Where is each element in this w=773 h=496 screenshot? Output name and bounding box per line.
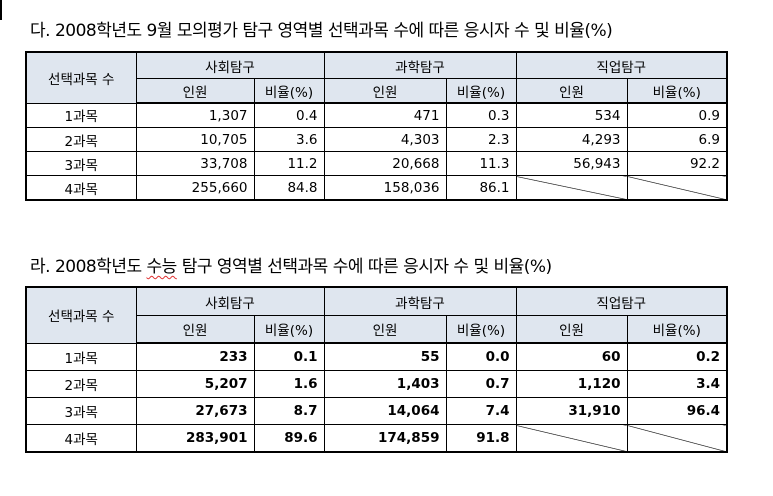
table1-subheader: 인원 bbox=[515, 78, 628, 104]
table-cell: 33,708 bbox=[135, 151, 255, 176]
table2-title-suffix: 탐구 영역별 선택과목 수에 따른 응시자 수 및 비율(%) bbox=[176, 257, 552, 277]
table2-group-header: 직업탐구 bbox=[515, 286, 728, 316]
table-cell: 1.6 bbox=[253, 370, 325, 398]
table-row: 4과목 283,901 89.6 174,859 91.8 bbox=[25, 424, 728, 453]
table1-corner-header: 선택과목 수 bbox=[25, 51, 137, 104]
table-cell: 0.9 bbox=[626, 102, 728, 128]
table-cell: 471 bbox=[323, 102, 447, 128]
empty-diagonal-cell bbox=[626, 175, 728, 201]
row-label: 1과목 bbox=[25, 102, 137, 128]
table-cell: 55 bbox=[323, 342, 447, 371]
table2-subheader: 인원 bbox=[135, 315, 255, 344]
table-row: 2과목 10,705 3.6 4,303 2.3 4,293 6.9 bbox=[25, 127, 728, 152]
table-cell: 174,859 bbox=[323, 424, 447, 453]
empty-diagonal-cell bbox=[515, 424, 628, 453]
table1-subheader: 비율(%) bbox=[253, 78, 325, 104]
table2-subheader: 비율(%) bbox=[253, 315, 325, 344]
table-cell: 84.8 bbox=[253, 175, 325, 201]
table2-group-header: 과학탐구 bbox=[323, 286, 517, 316]
table-cell: 158,036 bbox=[323, 175, 447, 201]
table-cell: 3.6 bbox=[253, 127, 325, 152]
table-row: 2과목 5,207 1.6 1,403 0.7 1,120 3.4 bbox=[25, 370, 728, 398]
table-cell: 4,303 bbox=[323, 127, 447, 152]
row-label: 3과목 bbox=[25, 151, 137, 176]
table-cell: 91.8 bbox=[445, 424, 517, 453]
row-label: 2과목 bbox=[25, 127, 137, 152]
table-cell: 0.7 bbox=[445, 370, 517, 398]
table1-group-header: 사회탐구 bbox=[135, 51, 325, 79]
table-cell: 6.9 bbox=[626, 127, 728, 152]
table-cell: 60 bbox=[515, 342, 628, 371]
table1-group-header: 과학탐구 bbox=[323, 51, 517, 79]
table-cell: 0.1 bbox=[253, 342, 325, 371]
row-label: 4과목 bbox=[25, 424, 137, 453]
table1-group-header: 직업탐구 bbox=[515, 51, 728, 79]
table2-group-header: 사회탐구 bbox=[135, 286, 325, 316]
table-cell: 233 bbox=[135, 342, 255, 371]
table1-subheader: 인원 bbox=[323, 78, 447, 104]
table-cell: 14,064 bbox=[323, 397, 447, 425]
table-cell: 11.2 bbox=[253, 151, 325, 176]
empty-diagonal-cell bbox=[515, 175, 628, 201]
table-cell: 8.7 bbox=[253, 397, 325, 425]
table2-subheader: 인원 bbox=[323, 315, 447, 344]
table2: 선택과목 수 사회탐구 과학탐구 직업탐구 인원 비율(%) 인원 비율(%) … bbox=[25, 286, 728, 453]
table-cell: 3.4 bbox=[626, 370, 728, 398]
table-cell: 255,660 bbox=[135, 175, 255, 201]
table-cell: 56,943 bbox=[515, 151, 628, 176]
table2-subheader: 비율(%) bbox=[626, 315, 728, 344]
table-row: 4과목 255,660 84.8 158,036 86.1 bbox=[25, 175, 728, 201]
table1-subheader: 비율(%) bbox=[445, 78, 517, 104]
table2-title-underlined: 수능 bbox=[146, 257, 178, 277]
table-cell: 534 bbox=[515, 102, 628, 128]
table-cell: 283,901 bbox=[135, 424, 255, 453]
table-cell: 0.3 bbox=[445, 102, 517, 128]
table-cell: 92.2 bbox=[626, 151, 728, 176]
table-row: 3과목 27,673 8.7 14,064 7.4 31,910 96.4 bbox=[25, 397, 728, 425]
table2-title-prefix: 라. 2008학년도 bbox=[30, 257, 147, 277]
table2-subheader: 비율(%) bbox=[445, 315, 517, 344]
table2-corner-header: 선택과목 수 bbox=[25, 286, 137, 344]
table-cell: 1,120 bbox=[515, 370, 628, 398]
table1: 선택과목 수 사회탐구 과학탐구 직업탐구 인원 비율(%) 인원 비율(%) … bbox=[25, 51, 728, 201]
table2-title: 라. 2008학년도 수능 탐구 영역별 선택과목 수에 따른 응시자 수 및 … bbox=[30, 252, 552, 277]
table-cell: 1,307 bbox=[135, 102, 255, 128]
table-row: 1과목 233 0.1 55 0.0 60 0.2 bbox=[25, 342, 728, 371]
table-cell: 2.3 bbox=[445, 127, 517, 152]
empty-diagonal-cell bbox=[626, 424, 728, 453]
table-cell: 0.0 bbox=[445, 342, 517, 371]
table1-subheader: 인원 bbox=[135, 78, 255, 104]
table-cell: 89.6 bbox=[253, 424, 325, 453]
table-cell: 0.2 bbox=[626, 342, 728, 371]
table-row: 3과목 33,708 11.2 20,668 11.3 56,943 92.2 bbox=[25, 151, 728, 176]
table2-subheader: 인원 bbox=[515, 315, 628, 344]
table-cell: 7.4 bbox=[445, 397, 517, 425]
table-cell: 11.3 bbox=[445, 151, 517, 176]
table-cell: 27,673 bbox=[135, 397, 255, 425]
table1-title: 다. 2008학년도 9월 모의평가 탐구 영역별 선택과목 수에 따른 응시자… bbox=[30, 21, 613, 41]
row-label: 1과목 bbox=[25, 342, 137, 371]
table-cell: 96.4 bbox=[626, 397, 728, 425]
row-label: 2과목 bbox=[25, 370, 137, 398]
row-label: 4과목 bbox=[25, 175, 137, 201]
table-cell: 4,293 bbox=[515, 127, 628, 152]
table-cell: 0.4 bbox=[253, 102, 325, 128]
table-cell: 31,910 bbox=[515, 397, 628, 425]
table-cell: 5,207 bbox=[135, 370, 255, 398]
table-cell: 20,668 bbox=[323, 151, 447, 176]
table-cell: 86.1 bbox=[445, 175, 517, 201]
table-cell: 1,403 bbox=[323, 370, 447, 398]
table-row: 1과목 1,307 0.4 471 0.3 534 0.9 bbox=[25, 102, 728, 128]
page-edge-mark bbox=[0, 0, 2, 20]
table1-subheader: 비율(%) bbox=[626, 78, 728, 104]
row-label: 3과목 bbox=[25, 397, 137, 425]
table-cell: 10,705 bbox=[135, 127, 255, 152]
